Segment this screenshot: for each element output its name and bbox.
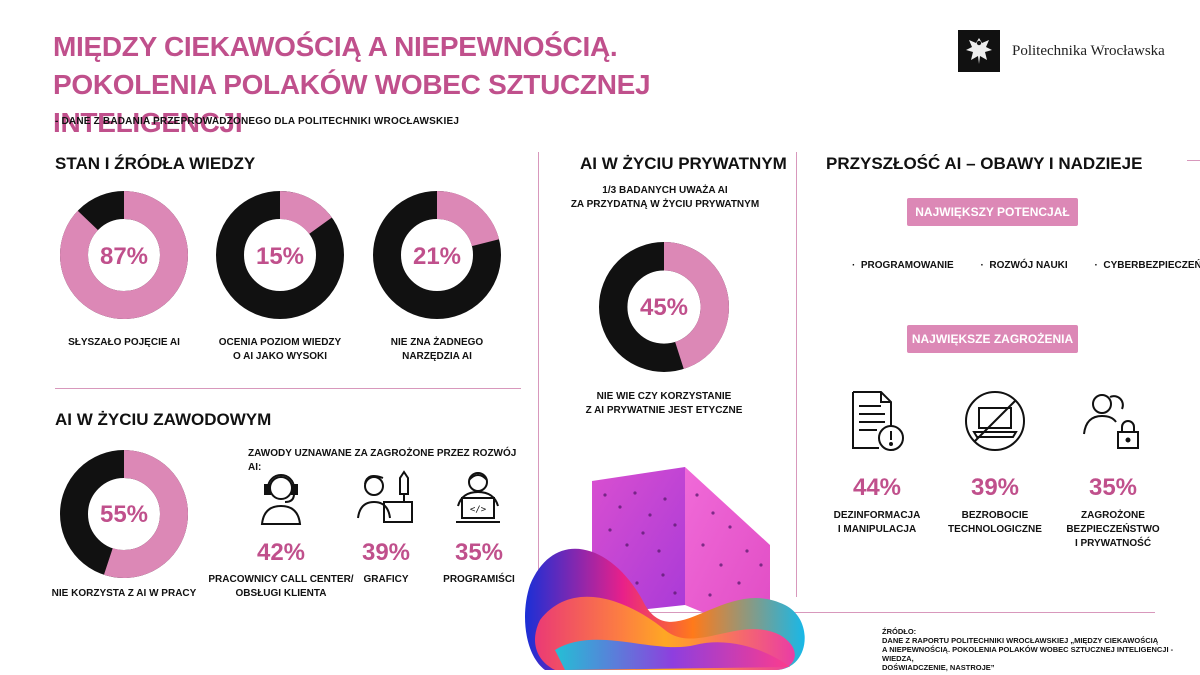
caption-not-using-ai-at-work: NIE KORZYSTA Z AI W PRACY bbox=[51, 588, 197, 599]
title-line-1: MIĘDZY CIEKAWOŚCIĄ A NIEPEWNOŚCIĄ. bbox=[53, 31, 618, 62]
percent-disinformation: 44% bbox=[852, 474, 902, 501]
svg-text:</>: </> bbox=[470, 505, 487, 515]
percent-unemployment: 39% bbox=[970, 474, 1020, 501]
laptop-crossed-icon bbox=[962, 388, 1028, 454]
graphic-designer-icon bbox=[354, 468, 416, 528]
donut-value-segment bbox=[60, 450, 188, 578]
potential-item: · PROGRAMOWANIE bbox=[852, 260, 954, 271]
university-logo: Politechnika Wrocławska bbox=[958, 30, 1165, 72]
programmer-icon: </> bbox=[452, 468, 504, 528]
potential-item: · CYBERBEZPIECZEŃSTWO bbox=[1094, 260, 1200, 271]
donut-value-segment bbox=[373, 191, 501, 319]
potential-label: NAJWIĘKSZY POTENCJAŁ bbox=[907, 198, 1078, 226]
section-heading-future: PRZYSZŁOŚĆ AI – OBAWY I NADZIEJE bbox=[826, 154, 1143, 173]
donut-high-knowledge bbox=[216, 191, 344, 319]
donut-no-ai-tool bbox=[373, 191, 501, 319]
caption-programmers: PROGRAMIŚCI bbox=[443, 574, 515, 585]
percent-private-ethics: 45% bbox=[639, 294, 689, 321]
divider-horizontal-left bbox=[55, 388, 521, 389]
potential-list: · PROGRAMOWANIE · ROZWÓJ NAUKI · CYBERBE… bbox=[852, 260, 1200, 271]
document-warning-icon bbox=[845, 388, 907, 454]
donut-not-using-ai-at-work bbox=[60, 450, 188, 578]
percent-programmers: 35% bbox=[454, 539, 504, 566]
caption-disinformation: DEZINFORMACJA I MANIPULACJA bbox=[833, 510, 921, 535]
donut-value-segment bbox=[60, 191, 188, 319]
eagle-emblem-icon bbox=[958, 30, 1000, 72]
title-line-2: POKOLENIA POLAKÓW WOBEC SZTUCZNEJ INTELI… bbox=[53, 69, 651, 138]
private-note: 1/3 BADANYCH UWAŻA AI ZA PRZYDATNĄ W ŻYC… bbox=[570, 185, 760, 210]
potential-item: · ROZWÓJ NAUKI bbox=[980, 260, 1068, 271]
percent-high-knowledge: 15% bbox=[255, 243, 305, 270]
call-center-headset-icon bbox=[258, 468, 304, 528]
caption-no-ai-tool: NIE ZNA ŻADNEGO NARZĘDZIA AI bbox=[390, 337, 484, 362]
divider-horizontal-bottom bbox=[538, 612, 1155, 613]
percent-call-center: 42% bbox=[256, 539, 306, 566]
page-title: MIĘDZY CIEKAWOŚCIĄ A NIEPEWNOŚCIĄ. POKOL… bbox=[53, 28, 813, 142]
divider-vertical-1 bbox=[538, 152, 539, 597]
logo-text: Politechnika Wrocławska bbox=[1012, 43, 1165, 59]
donut-remainder-segment bbox=[216, 191, 344, 319]
section-heading-knowledge: STAN I ŹRÓDŁA WIEDZY bbox=[55, 154, 256, 173]
caption-high-knowledge: OCENIA POZIOM WIEDZY O AI JAKO WYSOKI bbox=[218, 337, 342, 362]
building-wave-illustration bbox=[525, 455, 825, 675]
caption-call-center: PRACOWNICY CALL CENTER/ OBSŁUGI KLIENTA bbox=[208, 574, 354, 599]
percent-graphic-designers: 39% bbox=[361, 539, 411, 566]
source-note: ŹRÓDŁO: DANE Z RAPORTU POLITECHNIKI WROC… bbox=[882, 627, 1174, 672]
caption-private-ethics: NIE WIE CZY KORZYSTANIE Z AI PRYWATNIE J… bbox=[585, 391, 743, 416]
users-lock-icon bbox=[1078, 388, 1144, 454]
section-heading-work: AI W ŻYCIU ZAWODOWYM bbox=[55, 410, 272, 429]
divider-vertical-2 bbox=[796, 152, 797, 597]
caption-heard-of-ai: SŁYSZAŁO POJĘCIE AI bbox=[68, 337, 180, 348]
donut-heard-of-ai bbox=[60, 191, 188, 319]
threats-label: NAJWIĘKSZE ZAGROŻENIA bbox=[907, 325, 1078, 353]
donut-value-segment bbox=[599, 242, 729, 372]
divider-edge-mark bbox=[1187, 160, 1200, 161]
section-heading-private: AI W ŻYCIU PRYWATNYM bbox=[580, 154, 787, 173]
percent-no-ai-tool: 21% bbox=[412, 243, 462, 270]
percent-security-privacy: 35% bbox=[1088, 474, 1138, 501]
percent-not-using-ai-at-work: 55% bbox=[99, 501, 149, 528]
percent-heard-of-ai: 87% bbox=[99, 243, 149, 270]
jobs-title: ZAWODY UZNAWANE ZA ZAGROŻONE PRZEZ ROZWÓ… bbox=[248, 448, 517, 473]
donut-private-ethics bbox=[599, 242, 729, 372]
caption-security-privacy: ZAGROŻONE BEZPIECZEŃSTWO I PRYWATNOŚĆ bbox=[1066, 510, 1160, 549]
caption-graphic-designers: GRAFICY bbox=[363, 574, 409, 585]
subtitle: - DANE Z BADANIA PRZEPROWADZONEGO DLA PO… bbox=[55, 116, 460, 127]
caption-unemployment: BEZROBOCIE TECHNOLOGICZNE bbox=[948, 510, 1042, 535]
